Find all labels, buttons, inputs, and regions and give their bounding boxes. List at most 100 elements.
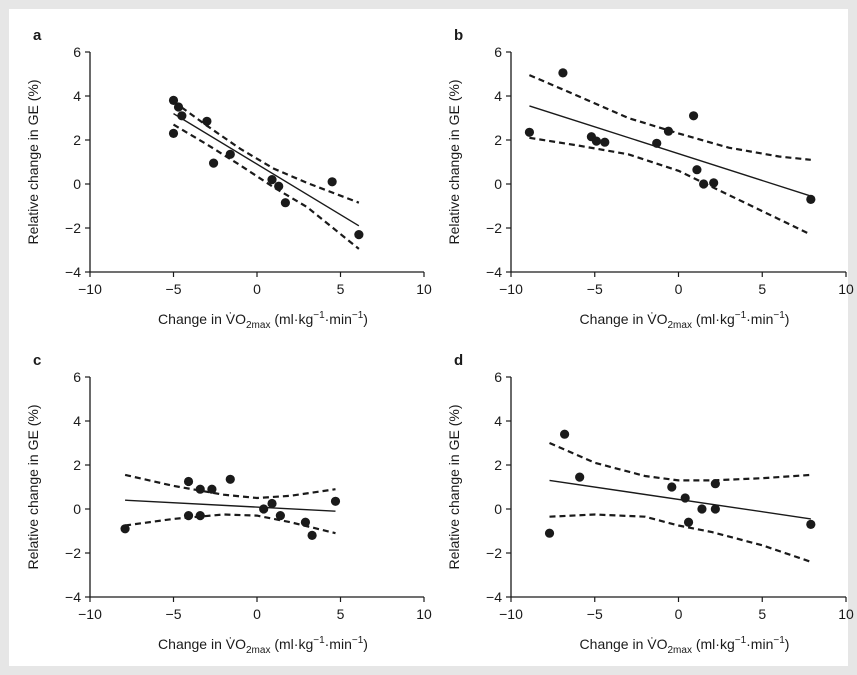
data-point bbox=[168, 128, 179, 138]
panel-letter: d bbox=[454, 352, 463, 369]
data-point bbox=[307, 530, 317, 541]
x-tick-label: 10 bbox=[416, 281, 432, 297]
x-tick-label: 10 bbox=[416, 606, 432, 622]
x-tick-label: −10 bbox=[499, 281, 523, 297]
regression-line bbox=[173, 113, 360, 227]
data-point bbox=[591, 136, 602, 146]
data-point bbox=[177, 111, 187, 121]
y-tick-label: −4 bbox=[65, 264, 81, 280]
data-point bbox=[267, 498, 277, 509]
ci-upper-line bbox=[172, 100, 360, 204]
data-point bbox=[327, 177, 337, 187]
regression-line bbox=[549, 479, 811, 520]
ci-lower-line bbox=[529, 136, 812, 236]
data-point bbox=[274, 181, 284, 191]
data-point bbox=[544, 528, 555, 538]
x-tick-label: −5 bbox=[166, 606, 182, 622]
y-tick-label: 2 bbox=[73, 457, 81, 473]
x-axis-label: Change in V̇O2max (ml·kg−1·min−1) bbox=[158, 635, 368, 656]
data-point bbox=[208, 158, 219, 168]
data-point bbox=[663, 126, 674, 136]
y-tick-label: 0 bbox=[73, 501, 81, 517]
y-tick-label: 2 bbox=[73, 132, 81, 148]
y-tick-label: 4 bbox=[73, 88, 81, 104]
figure-frame bbox=[9, 9, 848, 666]
x-tick-label: 0 bbox=[253, 606, 261, 622]
y-tick-label: −2 bbox=[486, 220, 502, 236]
x-tick-label: 5 bbox=[337, 606, 345, 622]
y-tick-label: 4 bbox=[73, 413, 81, 429]
data-point bbox=[560, 429, 570, 439]
chart-panel-b: b −4 −2 0 2 4 6 −10 −5 0 5 10 Change in V̇O2max (ml·… bbox=[446, 27, 854, 331]
data-point bbox=[558, 68, 568, 78]
y-tick-label: 4 bbox=[494, 413, 502, 429]
data-point bbox=[688, 111, 699, 121]
data-point bbox=[710, 504, 720, 514]
data-point bbox=[168, 95, 179, 105]
data-point bbox=[275, 510, 285, 521]
y-tick-label: 6 bbox=[73, 44, 81, 60]
data-point bbox=[280, 198, 290, 208]
chart-panel-a: a −4 −2 0 2 4 6 −10 −5 0 5 10 Change in V̇O2max (ml·… bbox=[25, 27, 432, 331]
data-point bbox=[709, 178, 719, 188]
y-tick-label: −4 bbox=[486, 264, 502, 280]
data-point bbox=[195, 484, 205, 494]
y-tick-label: 6 bbox=[73, 369, 81, 385]
y-tick-label: 0 bbox=[494, 176, 502, 192]
data-point bbox=[699, 179, 709, 189]
data-point bbox=[575, 472, 585, 482]
y-tick-label: 0 bbox=[73, 176, 81, 192]
panel-letter: a bbox=[33, 27, 42, 44]
x-tick-label: 0 bbox=[675, 281, 683, 297]
ci-lower-line bbox=[124, 513, 336, 535]
data-point bbox=[806, 519, 816, 530]
data-point bbox=[267, 175, 277, 185]
panel-letter: b bbox=[454, 27, 463, 44]
y-tick-label: 4 bbox=[494, 88, 502, 104]
x-tick-label: 0 bbox=[253, 281, 261, 297]
y-tick-label: 0 bbox=[494, 501, 502, 517]
ci-upper-line bbox=[549, 441, 811, 482]
data-point bbox=[300, 517, 311, 527]
data-point bbox=[524, 127, 535, 137]
data-point bbox=[207, 484, 217, 494]
y-tick-label: −2 bbox=[65, 545, 81, 561]
x-tick-label: −10 bbox=[78, 281, 102, 297]
data-point bbox=[697, 504, 707, 514]
data-point bbox=[183, 510, 194, 521]
x-tick-label: −5 bbox=[587, 281, 603, 297]
ci-lower-line bbox=[172, 123, 360, 250]
data-point bbox=[202, 116, 212, 126]
y-tick-label: 2 bbox=[494, 132, 502, 148]
x-tick-label: −10 bbox=[499, 606, 523, 622]
ci-upper-line bbox=[528, 74, 811, 161]
data-point bbox=[600, 137, 610, 147]
x-tick-label: 10 bbox=[838, 281, 854, 297]
y-tick-label: 2 bbox=[494, 457, 502, 473]
x-tick-label: 0 bbox=[675, 606, 683, 622]
data-point bbox=[120, 524, 130, 534]
data-point bbox=[806, 194, 816, 204]
data-point bbox=[183, 476, 194, 487]
x-tick-label: −10 bbox=[78, 606, 102, 622]
data-point bbox=[173, 102, 184, 112]
chart-panel-c: c −4 −2 0 2 4 6 −10 −5 0 5 10 Change in V̇O2max (ml·… bbox=[25, 352, 432, 656]
data-point bbox=[667, 482, 677, 492]
y-axis-label: Relative change in GE (%) bbox=[25, 80, 41, 245]
regression-line bbox=[125, 499, 336, 512]
x-tick-label: 5 bbox=[758, 281, 766, 297]
x-tick-label: 5 bbox=[758, 606, 766, 622]
data-point bbox=[692, 165, 702, 175]
data-point bbox=[652, 138, 662, 148]
y-tick-label: 6 bbox=[494, 369, 502, 385]
x-tick-label: −5 bbox=[166, 281, 182, 297]
data-point bbox=[225, 149, 235, 159]
data-point bbox=[354, 230, 364, 240]
x-axis-label: Change in V̇O2max (ml·kg−1·min−1) bbox=[158, 310, 368, 331]
data-point bbox=[259, 504, 269, 514]
x-tick-label: 10 bbox=[838, 606, 854, 622]
data-point bbox=[710, 479, 720, 489]
ci-upper-line bbox=[124, 473, 336, 500]
regression-line bbox=[529, 105, 812, 197]
